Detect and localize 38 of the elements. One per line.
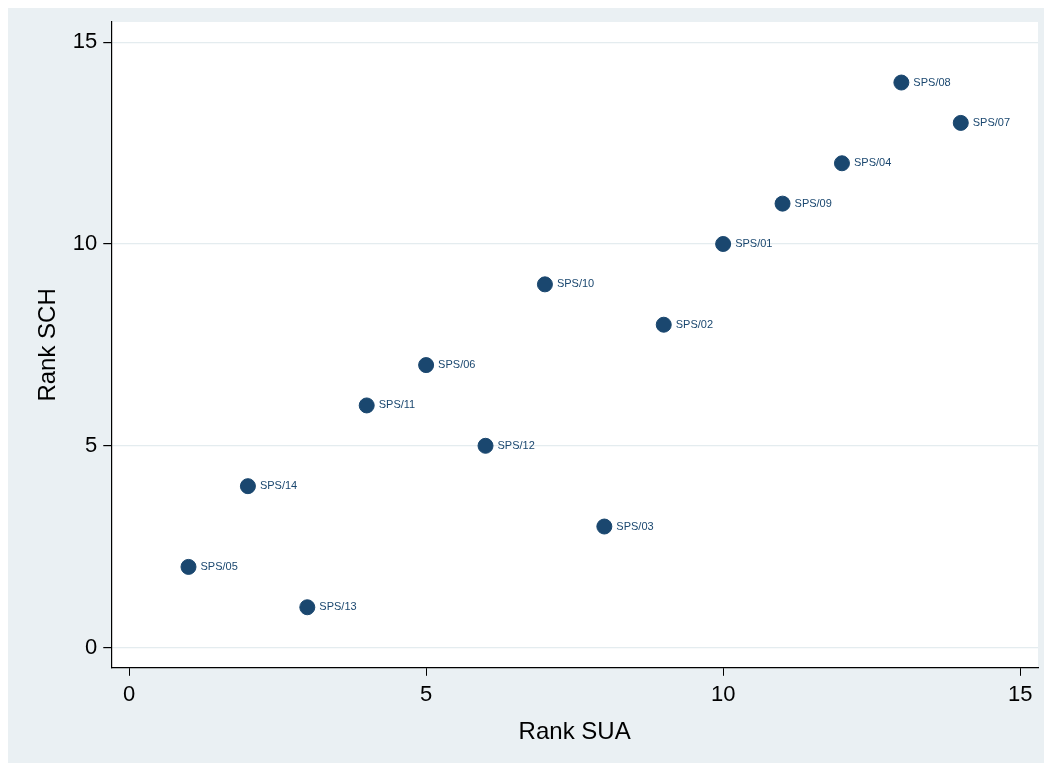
x-tick-label: 15 — [1007, 681, 1033, 707]
point — [239, 478, 256, 495]
annotation: SPS/12 — [497, 438, 535, 451]
y-axis-title: Rank SCH — [33, 288, 61, 402]
point — [715, 235, 732, 252]
annotation: SPS/06 — [438, 358, 476, 371]
annotation: SPS/14 — [259, 479, 298, 492]
annotation: SPS/13 — [319, 600, 357, 613]
point — [299, 599, 316, 616]
point — [833, 155, 850, 172]
annotation: SPS/07 — [972, 115, 1011, 128]
y-tick-label: 0 — [85, 633, 98, 659]
annotation: SPS/05 — [200, 559, 238, 572]
point — [180, 558, 197, 575]
point — [952, 114, 969, 131]
y-tick-label: 5 — [85, 431, 98, 457]
point — [774, 195, 791, 212]
x-tick-label: 10 — [710, 681, 736, 707]
annotation: SPS/01 — [735, 237, 773, 250]
point — [655, 316, 672, 333]
annotation: SPS/10 — [556, 277, 595, 290]
point — [477, 437, 494, 454]
annotation: SPS/08 — [913, 75, 951, 88]
point — [358, 397, 375, 414]
annotation: SPS/02 — [675, 317, 714, 330]
x-tick-label: 5 — [420, 681, 433, 707]
annotation: SPS/09 — [794, 196, 832, 209]
y-tick-label: 15 — [72, 28, 98, 54]
annotation: SPS/11 — [378, 398, 416, 411]
point — [893, 74, 910, 91]
y-tick-label: 10 — [72, 230, 98, 256]
annotation: SPS/04 — [853, 156, 892, 169]
point — [596, 518, 613, 535]
point — [536, 276, 553, 293]
x-tick-label: 0 — [122, 681, 136, 707]
annotation: SPS/03 — [616, 519, 654, 532]
point — [418, 357, 435, 374]
x-axis-title: Rank SUA — [518, 717, 631, 745]
